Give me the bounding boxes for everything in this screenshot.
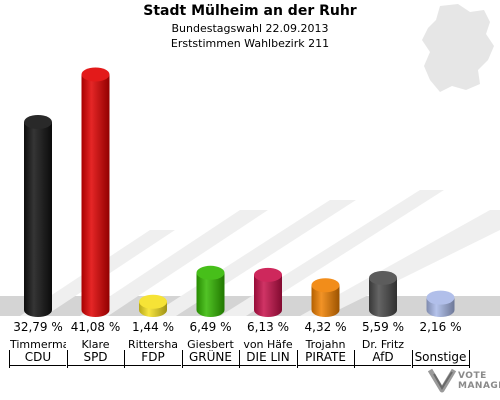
bar-cap: [369, 270, 397, 285]
bar-body: [311, 285, 340, 318]
chart-background: [0, 4, 500, 316]
label-separator: [9, 350, 10, 368]
bar-cap: [24, 115, 52, 130]
bar-spd: [81, 67, 110, 318]
vote-manager-logo-icon: [428, 368, 457, 393]
value-label: 32,79 %: [13, 320, 63, 334]
label-separator: [124, 350, 125, 368]
value-label: 4,32 %: [304, 320, 347, 334]
bar-body: [24, 122, 52, 317]
candidate-label: Timmerma: [10, 338, 66, 351]
value-label: 5,59 %: [362, 320, 404, 334]
chart-subtitle-election: Bundestagswahl 22.09.2013: [171, 22, 329, 35]
value-label: 41,08 %: [70, 320, 121, 334]
bar-body: [254, 274, 282, 317]
value-label: 2,16 %: [419, 320, 462, 334]
logo-text: VOTE MANAGER: [458, 371, 500, 391]
party-label: Sonstige: [412, 350, 469, 366]
candidate-label: Trojahn: [305, 338, 346, 351]
party-label: AfD: [355, 350, 411, 366]
candidate-label: von Häfe: [243, 338, 293, 351]
candidate-label: Dr. Fritz: [361, 338, 405, 351]
label-separator: [239, 350, 240, 368]
bar-cap: [254, 267, 282, 282]
bar-afd: [369, 270, 397, 317]
bar-sonstige: [426, 290, 455, 318]
bar-cap: [426, 290, 455, 305]
bar-body: [196, 272, 225, 318]
bar-pirate: [311, 278, 340, 318]
value-label: 1,44 %: [132, 320, 174, 334]
party-label: PIRATE: [297, 350, 354, 366]
background-stripe: [300, 210, 500, 316]
label-separator: [354, 350, 355, 368]
label-separator: [412, 350, 413, 368]
value-label: 6,13 %: [247, 320, 289, 334]
bar-group: [24, 67, 455, 318]
chart-title: Stadt Mülheim an der Ruhr: [143, 3, 357, 19]
label-separator: [182, 350, 183, 368]
logo-line-1: VOTE: [458, 371, 487, 381]
bar-cdu: [24, 115, 52, 317]
party-label: DIE LIN: [240, 350, 296, 366]
candidate-label: Rittersha: [127, 338, 179, 351]
party-label: GRÜNE: [182, 350, 239, 366]
party-label: FDP: [125, 350, 181, 366]
label-separator: [469, 350, 470, 368]
party-label: SPD: [67, 350, 124, 366]
label-separator: [297, 350, 298, 368]
logo-line-2: MANAGER: [458, 381, 500, 391]
germany-map-icon: [422, 4, 494, 92]
bar-body: [81, 74, 110, 318]
bar-cap: [139, 294, 167, 309]
bar-cap: [196, 265, 225, 280]
background-stripe: [80, 210, 268, 316]
candidate-label: Klare: [81, 338, 110, 351]
bar-die-lin: [254, 267, 282, 317]
chart-subtitle-district: Erststimmen Wahlbezirk 211: [170, 37, 330, 50]
bar-gr-ne: [196, 265, 225, 318]
bar-cap: [311, 278, 340, 293]
value-label: 6,49 %: [189, 320, 232, 334]
bar-cap: [81, 67, 110, 82]
bar-fdp: [139, 294, 167, 317]
candidate-label: Giesbert: [187, 338, 234, 351]
party-label: CDU: [10, 350, 66, 366]
label-separator: [67, 350, 68, 368]
bar-body: [369, 277, 397, 317]
